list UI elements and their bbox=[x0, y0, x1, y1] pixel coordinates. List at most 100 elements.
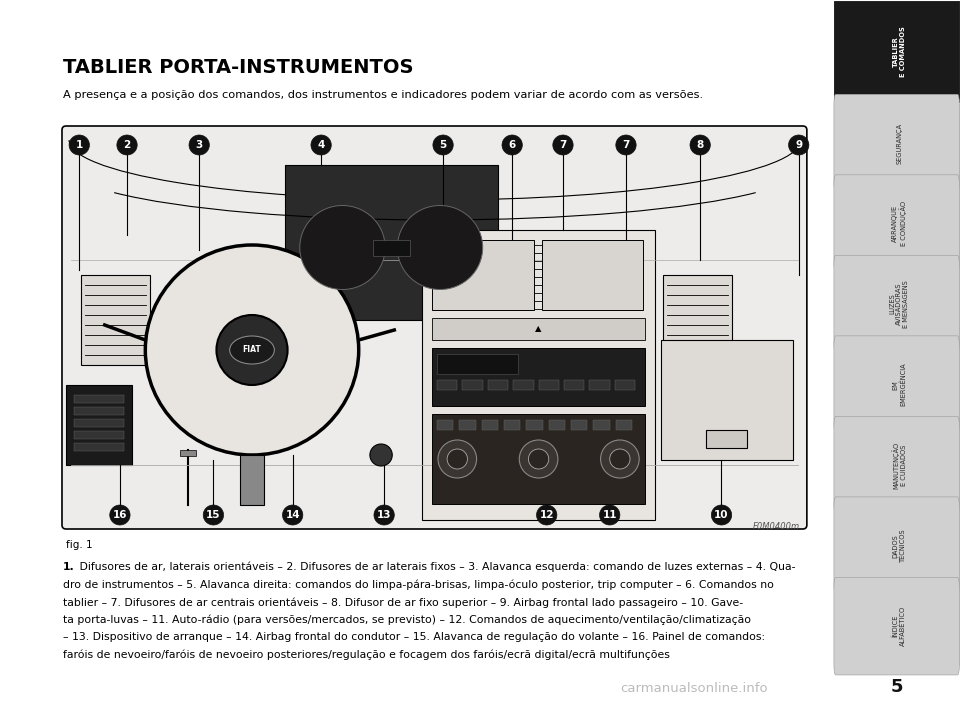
FancyBboxPatch shape bbox=[834, 94, 959, 192]
Bar bbox=[432, 318, 645, 340]
Text: 1.: 1. bbox=[63, 562, 75, 572]
Text: 9: 9 bbox=[795, 140, 803, 150]
Ellipse shape bbox=[610, 449, 630, 469]
Bar bbox=[514, 380, 534, 390]
Bar bbox=[549, 420, 565, 430]
Bar bbox=[459, 420, 475, 430]
Text: faróis de nevoeiro/faróis de nevoeiro posteriores/regulação e focagem dos faróis: faróis de nevoeiro/faróis de nevoeiro po… bbox=[63, 649, 670, 660]
Ellipse shape bbox=[374, 505, 395, 525]
Bar bbox=[463, 380, 483, 390]
Ellipse shape bbox=[145, 245, 359, 455]
Bar bbox=[833, 586, 960, 666]
Ellipse shape bbox=[204, 505, 224, 525]
Bar bbox=[432, 414, 645, 504]
Bar bbox=[437, 420, 453, 430]
Ellipse shape bbox=[109, 505, 130, 525]
Ellipse shape bbox=[300, 206, 385, 289]
Text: 4: 4 bbox=[318, 140, 324, 150]
Text: ÍNDICE
ALFABÉTICO: ÍNDICE ALFABÉTICO bbox=[892, 606, 906, 647]
Bar bbox=[707, 430, 747, 448]
Ellipse shape bbox=[311, 135, 331, 155]
Text: 14: 14 bbox=[285, 510, 300, 520]
Ellipse shape bbox=[788, 135, 809, 155]
Bar bbox=[432, 348, 645, 406]
Bar bbox=[541, 240, 643, 310]
Text: 5: 5 bbox=[440, 140, 446, 150]
Text: 3: 3 bbox=[196, 140, 203, 150]
Text: 8: 8 bbox=[697, 140, 704, 150]
Bar bbox=[833, 103, 960, 184]
Text: ARRANQUE
E CONDUÇÃO: ARRANQUE E CONDUÇÃO bbox=[892, 201, 906, 246]
Text: 7: 7 bbox=[560, 140, 566, 150]
Ellipse shape bbox=[690, 135, 710, 155]
Bar bbox=[615, 420, 632, 430]
Bar bbox=[571, 420, 588, 430]
Bar bbox=[833, 506, 960, 586]
Bar bbox=[593, 420, 610, 430]
Bar bbox=[833, 425, 960, 506]
Text: A presença e a posição dos comandos, dos instrumentos e indicadores podem variar: A presença e a posição dos comandos, dos… bbox=[63, 90, 703, 100]
Bar bbox=[421, 230, 656, 520]
Bar bbox=[74, 395, 124, 403]
Text: Difusores de ar, laterais orientáveis – 2. Difusores de ar laterais fixos – 3. A: Difusores de ar, laterais orientáveis – … bbox=[76, 562, 796, 572]
Text: – 13. Dispositivo de arranque – 14. Airbag frontal do condutor – 15. Alavanca de: – 13. Dispositivo de arranque – 14. Airb… bbox=[63, 632, 765, 642]
Bar bbox=[614, 380, 636, 390]
Ellipse shape bbox=[553, 135, 573, 155]
Text: 6: 6 bbox=[509, 140, 516, 150]
Text: TABLIER
E COMANDOS: TABLIER E COMANDOS bbox=[893, 26, 905, 77]
Ellipse shape bbox=[615, 135, 636, 155]
FancyBboxPatch shape bbox=[62, 126, 806, 529]
Bar bbox=[539, 380, 559, 390]
Text: LUZES
AVISADORAS
E MENSAGENS: LUZES AVISADORAS E MENSAGENS bbox=[889, 280, 909, 328]
Text: 16: 16 bbox=[112, 510, 127, 520]
Bar bbox=[589, 380, 610, 390]
Bar bbox=[66, 385, 132, 465]
Text: 2: 2 bbox=[124, 140, 131, 150]
Ellipse shape bbox=[438, 440, 476, 478]
Bar bbox=[437, 380, 457, 390]
Bar bbox=[284, 165, 498, 320]
Ellipse shape bbox=[711, 505, 732, 525]
Ellipse shape bbox=[502, 135, 522, 155]
FancyBboxPatch shape bbox=[834, 255, 959, 353]
Bar bbox=[82, 275, 151, 365]
FancyBboxPatch shape bbox=[834, 497, 959, 594]
Bar bbox=[372, 240, 410, 255]
FancyBboxPatch shape bbox=[834, 577, 959, 675]
Text: F0M0400m: F0M0400m bbox=[753, 522, 800, 531]
FancyBboxPatch shape bbox=[834, 336, 959, 433]
Text: tablier – 7. Difusores de ar centrais orientáveis – 8. Difusor de ar fixo superi: tablier – 7. Difusores de ar centrais or… bbox=[63, 597, 743, 608]
FancyBboxPatch shape bbox=[834, 175, 959, 272]
Bar bbox=[74, 419, 124, 427]
Ellipse shape bbox=[117, 135, 137, 155]
Text: 10: 10 bbox=[714, 510, 729, 520]
Text: 12: 12 bbox=[540, 510, 554, 520]
Bar bbox=[488, 380, 508, 390]
Ellipse shape bbox=[447, 449, 468, 469]
Text: dro de instrumentos – 5. Alavanca direita: comandos do limpa-pára-brisas, limpa-: dro de instrumentos – 5. Alavanca direit… bbox=[63, 579, 774, 590]
Ellipse shape bbox=[370, 444, 393, 466]
Bar bbox=[504, 420, 520, 430]
Text: 11: 11 bbox=[603, 510, 617, 520]
Bar bbox=[74, 443, 124, 451]
Ellipse shape bbox=[601, 440, 639, 478]
Ellipse shape bbox=[537, 505, 557, 525]
Ellipse shape bbox=[229, 336, 275, 364]
Ellipse shape bbox=[69, 135, 89, 155]
Ellipse shape bbox=[600, 505, 620, 525]
Bar bbox=[564, 380, 585, 390]
Text: TABLIER PORTA-INSTRUMENTOS: TABLIER PORTA-INSTRUMENTOS bbox=[63, 58, 414, 77]
Bar bbox=[437, 354, 518, 374]
Bar bbox=[240, 455, 264, 505]
Text: SEGURANÇA: SEGURANÇA bbox=[897, 123, 902, 164]
FancyBboxPatch shape bbox=[834, 416, 959, 514]
Bar bbox=[180, 450, 196, 456]
Bar bbox=[660, 340, 793, 460]
Text: ▲: ▲ bbox=[536, 325, 541, 333]
Ellipse shape bbox=[519, 440, 558, 478]
Ellipse shape bbox=[528, 449, 549, 469]
Ellipse shape bbox=[189, 135, 209, 155]
Bar bbox=[833, 184, 960, 264]
Text: FIAT: FIAT bbox=[243, 345, 261, 354]
Ellipse shape bbox=[397, 206, 483, 289]
